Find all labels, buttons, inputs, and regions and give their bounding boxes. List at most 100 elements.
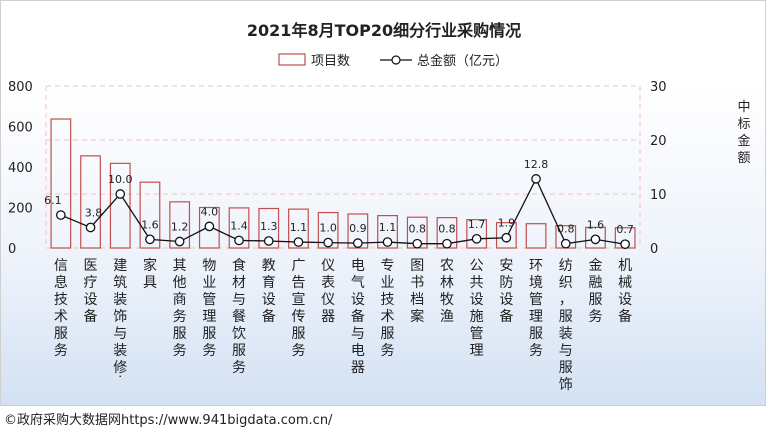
line-point [85, 222, 96, 233]
data-labels: 6.1 3.8 10.0 1.6 1.2 4.0 1.4 1.3 1.1 1.0 0.9 1.1 0.8… [44, 158, 634, 236]
x-tick-label: 仪表仪器 [321, 258, 335, 325]
legend-bar-swatch [278, 53, 306, 66]
x-tick-label: 电气设备与电器 [351, 258, 365, 376]
line-point [471, 233, 482, 244]
x-axis-labels: 信息技术服务 医疗设备 建筑装饰与装修... 家具 其他商务服务 物业管理服务 食材与餐饮服… [54, 257, 632, 393]
data-label: 1.0 [319, 222, 337, 235]
y-right-tick: 20 [650, 134, 667, 149]
data-label: 1.2 [171, 221, 189, 234]
line-point [234, 235, 244, 246]
y-axis-left: 0 200 400 600 800 [8, 80, 33, 257]
x-tick-label: 教育设备 [262, 258, 276, 325]
x-tick-label: 专业技术服务 [381, 258, 395, 359]
bar [377, 215, 398, 249]
data-label: 1.6 [141, 218, 159, 231]
line-point [590, 234, 601, 245]
y-left-tick: 0 [8, 242, 16, 257]
data-label: 4.0 [201, 205, 219, 218]
line-points [55, 174, 631, 250]
bar [228, 207, 250, 249]
data-label: 3.8 [85, 206, 103, 219]
bar [495, 222, 517, 249]
legend-line-label: 总金额（亿元） [417, 53, 508, 69]
line-point [263, 236, 274, 246]
x-tick-label: 公共设施管理 [470, 258, 484, 359]
data-label: 0.8 [438, 223, 456, 236]
y-right-tick: 30 [650, 80, 667, 95]
data-label: 10.0 [108, 173, 133, 186]
chart-title: 2021年8月TOP20细分行业采购情况 [247, 21, 521, 40]
line-point [115, 189, 126, 199]
bar [139, 181, 161, 249]
data-label: 0.9 [349, 222, 367, 235]
bar [466, 219, 488, 249]
line-point [560, 238, 571, 249]
legend: 项目数 总金额（亿元） [278, 53, 508, 69]
line-point [412, 238, 423, 249]
x-tick-label: 家具 [143, 257, 157, 291]
legend-line-marker [391, 55, 401, 65]
bar [50, 118, 72, 249]
bar [288, 208, 309, 249]
x-tick-label: 信息技术服务 [54, 258, 68, 359]
x-tick-label: 安防设备 [499, 258, 513, 325]
y-right-tick: 0 [650, 242, 658, 257]
line-point [55, 210, 66, 220]
line-point [145, 234, 155, 245]
data-label: 1.9 [498, 217, 516, 230]
data-label: 1.4 [230, 219, 248, 232]
y-left-tick: 800 [8, 80, 33, 95]
line-point [293, 237, 304, 247]
legend-bar-label: 项目数 [311, 54, 350, 69]
x-tick-label: 农林牧渔 [440, 258, 454, 325]
data-label: 1.6 [587, 218, 605, 231]
y-axis-right-label: 中标金额 [737, 100, 750, 166]
x-tick-label: 物业管理服务 [202, 258, 216, 359]
bar [347, 213, 369, 249]
data-label: 1.7 [468, 218, 486, 231]
bar [258, 207, 280, 249]
bar [317, 211, 339, 249]
data-label: 0.8 [557, 223, 575, 236]
data-label: 1.1 [290, 221, 308, 234]
data-label: 12.8 [524, 158, 549, 171]
footer-source: ©政府采购大数据网https://www.941bigdata.com.cn/ [4, 413, 333, 428]
x-tick-label: 环境管理服务 [529, 258, 543, 359]
line-point [501, 232, 512, 243]
total-amount-line [60, 177, 626, 245]
line-point [442, 238, 452, 249]
x-tick-label: 纺织，服装与服饰 [559, 258, 573, 393]
data-label: 0.7 [616, 223, 634, 236]
chart-frame [0, 0, 766, 406]
y-left-tick: 400 [8, 161, 33, 176]
chart: 6.1 3.8 10.0 1.6 1.2 4.0 1.4 1.3 1.1 1.0 0.9 1.1 0.8… [1, 21, 765, 405]
line-series [60, 177, 626, 245]
x-tick-label: 图书档案 [410, 258, 424, 325]
x-tick-label: 金融服务 [588, 258, 602, 325]
line-point [323, 237, 333, 248]
line-point [382, 237, 393, 247]
bar [585, 226, 606, 249]
line-point [204, 221, 215, 232]
y-axis-right: 0 10 20 30 [650, 80, 667, 257]
y-left-tick: 200 [8, 202, 33, 217]
bar [80, 155, 101, 249]
x-tick-label: 机械设备 [618, 258, 632, 325]
x-tick-label: 食材与餐饮服务 [232, 257, 246, 376]
x-tick-label: 广告宣传服务 [291, 258, 305, 359]
line-point [352, 238, 363, 248]
data-label: 0.8 [409, 223, 427, 236]
bar [169, 201, 191, 249]
line-point [174, 236, 185, 247]
data-label: 1.3 [260, 220, 278, 233]
bar [525, 223, 547, 249]
y-left-tick: 600 [8, 121, 33, 136]
x-tick-label: 医疗设备 [84, 258, 98, 325]
bar [198, 206, 220, 249]
line-point [620, 239, 631, 250]
x-tick-label: 其他商务服务 [173, 258, 187, 359]
data-label: 6.1 [44, 194, 62, 207]
y-right-tick: 10 [650, 188, 667, 203]
line-point [531, 174, 541, 184]
x-tick-label: 建筑装饰与装修... [113, 258, 127, 380]
